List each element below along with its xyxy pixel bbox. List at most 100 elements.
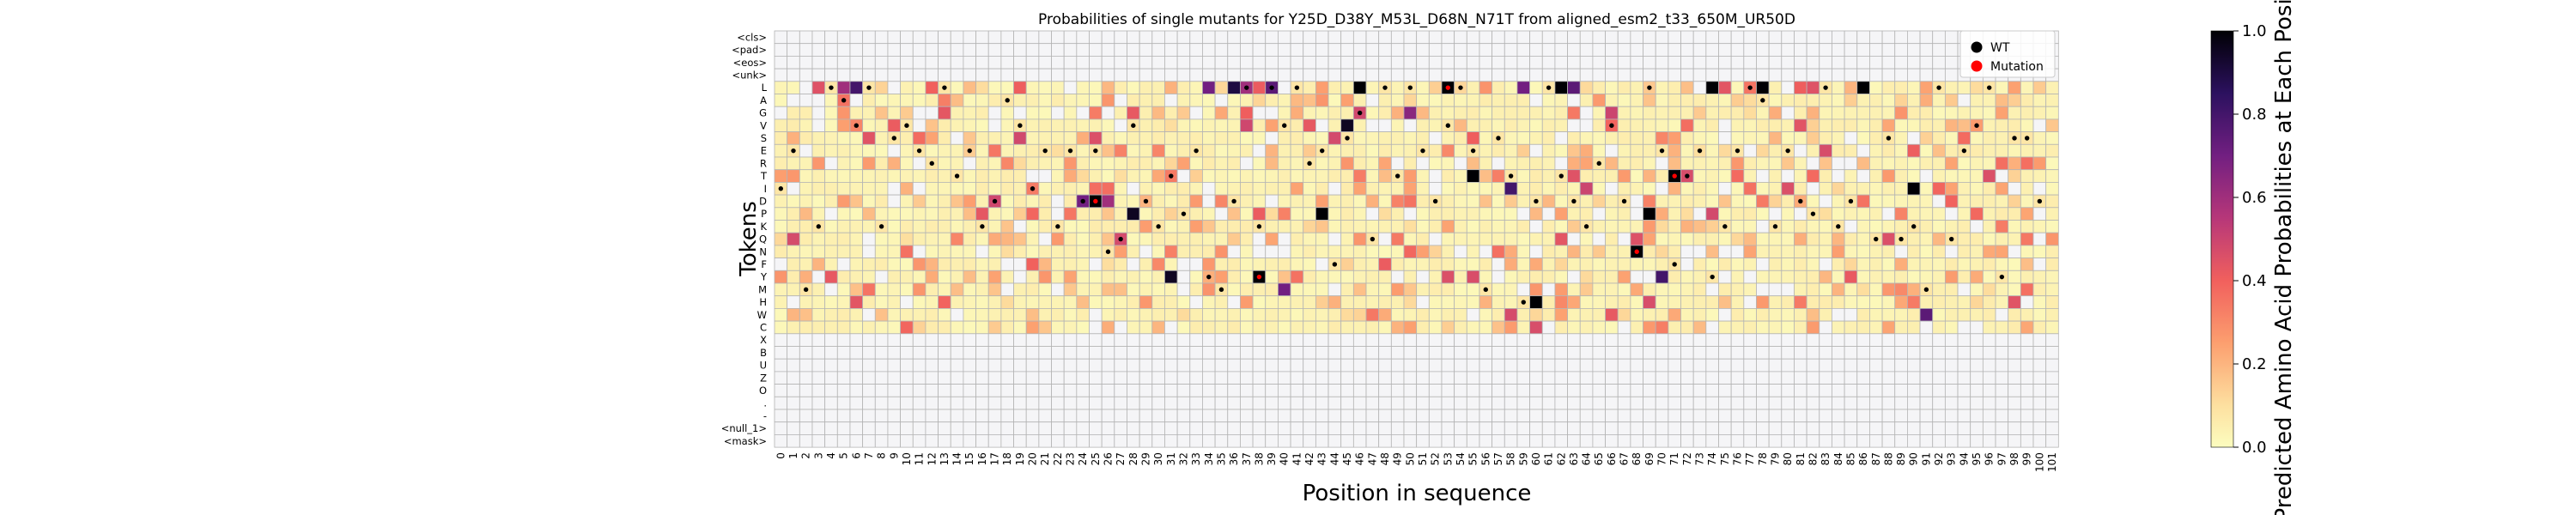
heatmap-cell [1428,118,1443,132]
heatmap-cell [811,156,826,171]
heatmap-cell [1617,258,1631,271]
heatmap-cell [1441,433,1455,448]
heatmap-cell [950,56,964,70]
heatmap-cell [1781,333,1795,347]
heatmap-cell [799,94,813,107]
heatmap-cell [1051,421,1065,435]
heatmap-cell [1051,384,1065,397]
heatmap-cell [1655,258,1669,271]
heatmap-cell [1643,396,1656,410]
heatmap-cell [1164,245,1178,258]
heatmap-cell [1643,320,1656,335]
heatmap-cell [1680,94,1694,107]
heatmap-cell [1378,194,1392,209]
heatmap-cell [950,181,964,196]
heatmap-cell [1352,194,1367,209]
position-tick-label: 84 [1832,452,1844,465]
heatmap-cell [1894,282,1908,297]
heatmap-cell [1579,320,1594,335]
heatmap-cell [1252,106,1267,120]
heatmap-cell [774,68,788,82]
heatmap-cell [1000,131,1014,145]
heatmap-cell [1051,181,1065,196]
heatmap-cell [1416,156,1430,171]
heatmap-cell [1819,396,1832,410]
heatmap-cell [1605,81,1619,94]
heatmap-cell [1013,307,1027,322]
heatmap-cell [1668,320,1681,335]
heatmap-cell [938,194,951,209]
heatmap-cell [1303,258,1316,271]
token-tick-label: <pad> [732,44,767,56]
heatmap-cell [887,81,901,94]
heatmap-cell [1214,333,1229,347]
heatmap-cell [1579,333,1594,347]
heatmap-cell [1076,295,1090,309]
heatmap-cell [1579,56,1594,70]
heatmap-cell [1944,245,1959,258]
heatmap-cell [1454,232,1467,246]
heatmap-cell [862,30,876,45]
heatmap-cell [1290,270,1304,284]
heatmap-cell [1025,56,1040,70]
heatmap-cell [1428,245,1443,258]
heatmap-cell [2045,181,2059,196]
heatmap-cell [963,169,976,183]
heatmap-cell [1680,371,1694,385]
heatmap-cell [1781,106,1795,120]
heatmap-cell [1832,232,1845,246]
heatmap-cell [1164,358,1178,373]
heatmap-cell [1051,68,1065,82]
heatmap-cell [1881,307,1896,322]
heatmap-cell [1554,232,1568,246]
heatmap-cell [1768,56,1783,70]
heatmap-cell [1844,232,1858,246]
heatmap-cell [1605,143,1619,158]
heatmap-cell [1340,81,1354,94]
heatmap-cell [1819,384,1832,397]
heatmap-cell [1013,409,1027,423]
heatmap-cell [1617,232,1631,246]
heatmap-cell [1315,194,1329,209]
heatmap-cell [1869,409,1883,423]
heatmap-cell [1013,81,1027,94]
heatmap-cell [849,320,864,335]
heatmap-cell [950,320,964,335]
wt-marker [878,224,884,229]
heatmap-cell [1189,169,1203,183]
heatmap-cell [1139,320,1153,335]
heatmap-cell [1365,220,1380,233]
heatmap-cell [1906,258,1921,271]
heatmap-cell [774,371,788,385]
heatmap-cell [1806,156,1820,171]
heatmap-cell [938,433,951,448]
heatmap-cell [1806,371,1820,385]
heatmap-cell [1240,94,1254,107]
heatmap-cell [1944,181,1959,196]
heatmap-cell [1278,270,1291,284]
heatmap-cell [1856,181,1870,196]
heatmap-cell [1101,295,1115,309]
heatmap-cell [1655,106,1669,120]
heatmap-cell [1944,346,1959,360]
heatmap-cell [963,232,976,246]
heatmap-cell [1101,409,1115,423]
heatmap-cell [2008,282,2021,297]
heatmap-cell [1479,81,1493,94]
heatmap-cell [1743,43,1757,57]
heatmap-cell [1365,68,1380,82]
heatmap-cell [1630,143,1643,158]
heatmap-cell [1365,421,1380,435]
heatmap-cell [1894,433,1908,448]
position-tick-label: 19 [1014,452,1026,465]
heatmap-cell [887,118,901,132]
heatmap-cell [987,295,1002,309]
heatmap-cell [1265,270,1279,284]
heatmap-cell [1504,232,1518,246]
heatmap-cell [1278,68,1291,82]
heatmap-cell [1227,320,1241,335]
heatmap-cell [1151,433,1165,448]
heatmap-cell [1894,371,1908,385]
heatmap-cell [1605,258,1619,271]
position-tick-label: 55 [1467,452,1479,465]
